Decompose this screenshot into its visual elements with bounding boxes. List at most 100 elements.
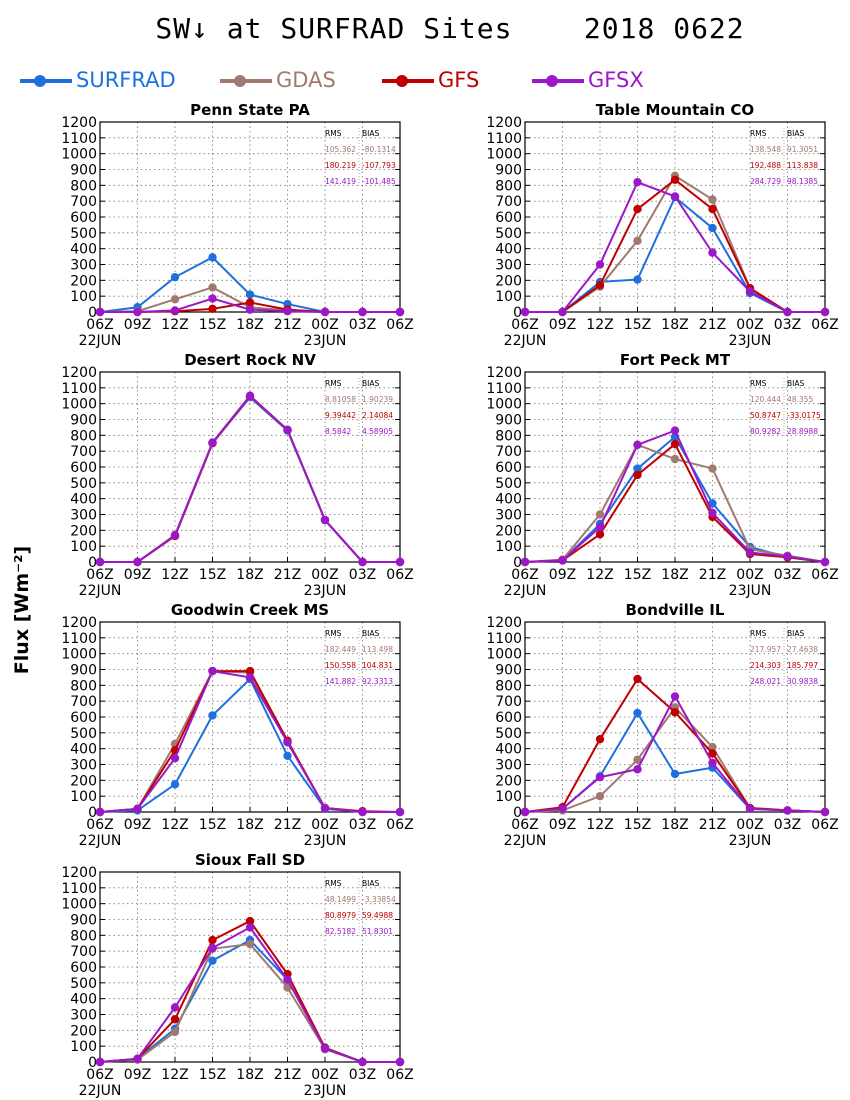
data-point-gfsx <box>170 1003 180 1012</box>
y-tick-label: 1200 <box>486 365 522 381</box>
stats-header-bias: BIAS <box>362 379 379 388</box>
data-point-gfsx <box>558 804 567 814</box>
y-tick-label: 200 <box>70 773 97 789</box>
stats-bias-gfsx: -101.485 <box>362 177 396 186</box>
y-tick-label: 600 <box>495 210 522 226</box>
stats-rms-gfsx: 141.882 <box>325 677 356 686</box>
x-tick-label: 12Z <box>161 1067 188 1083</box>
series-gfsx <box>95 391 405 567</box>
data-point-surfrad <box>633 275 642 284</box>
data-point-gfsx <box>133 804 142 814</box>
y-tick-label: 500 <box>495 476 522 492</box>
x-tick-label: 09Z <box>549 567 576 583</box>
x-tick-label: 00Z <box>736 567 763 583</box>
series-surfrad <box>95 674 405 817</box>
x-date-label: 23JUN <box>729 333 772 349</box>
data-point-gfsx <box>95 557 105 567</box>
stats-rms-gfs: 150.558 <box>325 661 356 670</box>
y-tick-label: 600 <box>70 960 97 976</box>
stats-rms-gfs: 192.488 <box>750 161 781 170</box>
x-tick-label: 03Z <box>349 567 376 583</box>
stats-rms-gfs: 50.8747 <box>750 411 781 420</box>
x-tick-label: 18Z <box>661 317 688 333</box>
y-tick-label: 700 <box>70 444 97 460</box>
data-point-gdas <box>708 742 717 752</box>
stats-bias-gfsx: 51.8301 <box>362 927 393 936</box>
x-tick-label: 12Z <box>586 317 613 333</box>
data-point-gfsx <box>283 425 292 434</box>
y-tick-label: 1000 <box>61 647 97 663</box>
data-point-gfsx <box>395 307 405 317</box>
panel-title: Goodwin Creek MS <box>171 601 329 619</box>
data-point-surfrad <box>208 711 217 720</box>
x-tick-label: 15Z <box>624 817 651 833</box>
x-date-label: 23JUN <box>304 333 347 349</box>
data-point-gfsx <box>745 287 755 296</box>
data-point-gfsx <box>633 440 642 450</box>
data-point-gfsx <box>708 758 717 768</box>
x-tick-label: 06Z <box>86 817 113 833</box>
data-point-gdas <box>170 295 180 304</box>
y-tick-label: 400 <box>70 992 97 1008</box>
y-tick-label: 200 <box>70 273 97 289</box>
x-tick-label: 00Z <box>311 1067 338 1083</box>
x-tick-label: 00Z <box>311 317 338 333</box>
data-point-gfsx <box>745 804 755 814</box>
data-point-gfs <box>708 749 717 758</box>
stats-rms-gfsx: 248.021 <box>750 677 781 686</box>
y-axis-label-svg: Flux [Wm⁻²] <box>11 546 33 674</box>
x-date-label: 23JUN <box>304 1083 347 1099</box>
data-point-gfsx <box>670 692 680 701</box>
x-tick-label: 06Z <box>511 567 538 583</box>
x-tick-label: 00Z <box>311 817 338 833</box>
data-point-gfsx <box>283 307 292 316</box>
y-tick-label: 1200 <box>61 865 97 881</box>
y-tick-label: 600 <box>495 460 522 476</box>
panel-title: Table Mountain CO <box>596 101 754 119</box>
y-tick-label: 200 <box>70 523 97 539</box>
legend-swatch-gfsx <box>532 75 584 87</box>
x-tick-label: 12Z <box>161 567 188 583</box>
x-date-label: 22JUN <box>79 583 122 599</box>
x-date-label: 22JUN <box>79 833 122 849</box>
x-tick-label: 18Z <box>236 1067 263 1083</box>
stats-bias-gfsx: 98.1385 <box>787 177 818 186</box>
stats-bias-gfsx: 30.9838 <box>787 677 818 686</box>
x-tick-label: 06Z <box>811 817 838 833</box>
series-line-gfs <box>99 670 401 813</box>
series-gfsx <box>95 923 405 1067</box>
data-point-gfsx <box>95 807 105 817</box>
y-tick-label: 100 <box>495 789 522 805</box>
y-tick-label: 600 <box>495 710 522 726</box>
y-tick-label: 1200 <box>61 115 97 131</box>
y-tick-label: 400 <box>495 242 522 258</box>
y-tick-label: 1100 <box>486 381 522 397</box>
y-tick-label: 100 <box>70 539 97 555</box>
data-point-gfsx <box>358 1057 367 1067</box>
panel-title: Bondville IL <box>626 601 725 619</box>
stats-rms-gfsx: 80.9282 <box>750 427 781 436</box>
x-tick-label: 03Z <box>349 817 376 833</box>
stats-header-rms: RMS <box>325 629 342 638</box>
stats-header-rms: RMS <box>325 379 342 388</box>
data-point-gfsx <box>395 1057 405 1067</box>
x-tick-label: 06Z <box>811 317 838 333</box>
data-point-gfs <box>208 935 217 945</box>
data-point-gfsx <box>820 557 830 567</box>
x-tick-label: 21Z <box>274 817 301 833</box>
x-tick-label: 18Z <box>236 317 263 333</box>
data-point-gfsx <box>633 177 642 187</box>
data-point-gfs <box>633 674 642 684</box>
stats-rms-gdas: 182.449 <box>325 645 356 654</box>
y-tick-label: 900 <box>495 413 522 429</box>
stats-rms-gdas: 138.548 <box>750 145 781 154</box>
stats-bias-gfs: -33.0175 <box>787 411 821 420</box>
y-tick-label: 1000 <box>61 397 97 413</box>
data-point-gfs <box>670 175 680 184</box>
data-point-gfsx <box>170 753 180 763</box>
stats-bias-gfsx: 92.3313 <box>362 677 393 686</box>
x-tick-label: 03Z <box>774 567 801 583</box>
stats-rms-gfsx: 284.729 <box>750 177 781 186</box>
x-tick-label: 15Z <box>199 317 226 333</box>
y-tick-label: 900 <box>495 163 522 179</box>
